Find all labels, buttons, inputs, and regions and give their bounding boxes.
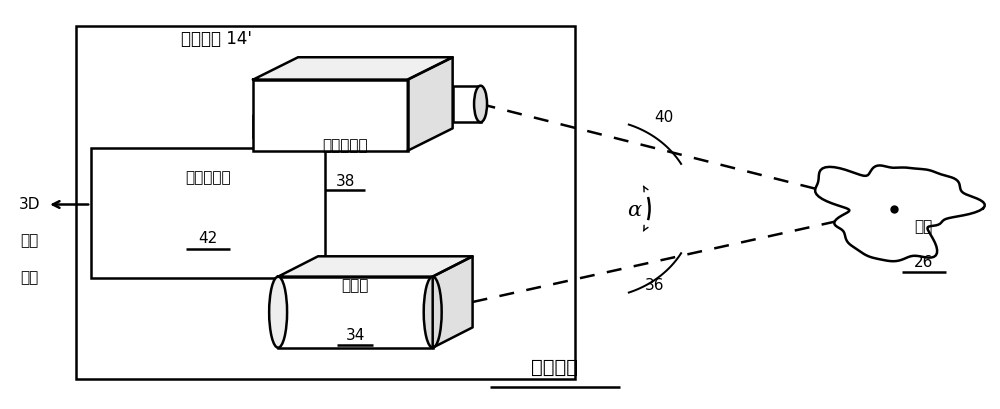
Polygon shape [253, 57, 453, 80]
Text: 34: 34 [346, 328, 365, 344]
Polygon shape [815, 165, 985, 261]
Text: 36: 36 [645, 278, 664, 293]
Bar [453, 85, 481, 122]
Text: 点云: 点云 [20, 234, 38, 249]
Bar [278, 276, 433, 348]
Text: 40: 40 [655, 110, 674, 125]
Bar [76, 26, 575, 379]
Text: 计量摄影机: 计量摄影机 [323, 138, 368, 153]
Polygon shape [278, 256, 473, 276]
Text: 26: 26 [914, 255, 934, 270]
Text: 计量系统 14': 计量系统 14' [181, 30, 252, 48]
Text: α: α [628, 201, 642, 220]
Bar [253, 80, 408, 151]
Text: 现有技术: 现有技术 [531, 358, 578, 377]
Text: 42: 42 [198, 231, 217, 246]
Polygon shape [408, 57, 453, 151]
Text: 计量处理器: 计量处理器 [185, 171, 231, 186]
Text: 对象: 对象 [915, 219, 933, 234]
Ellipse shape [269, 276, 287, 348]
Polygon shape [433, 256, 473, 348]
Text: 38: 38 [336, 174, 355, 189]
Text: 3D: 3D [19, 197, 40, 212]
Ellipse shape [474, 85, 487, 122]
Ellipse shape [424, 276, 442, 348]
Bar [91, 148, 325, 278]
Text: 投影仳: 投影仳 [342, 278, 369, 293]
Text: 数据: 数据 [20, 270, 38, 285]
